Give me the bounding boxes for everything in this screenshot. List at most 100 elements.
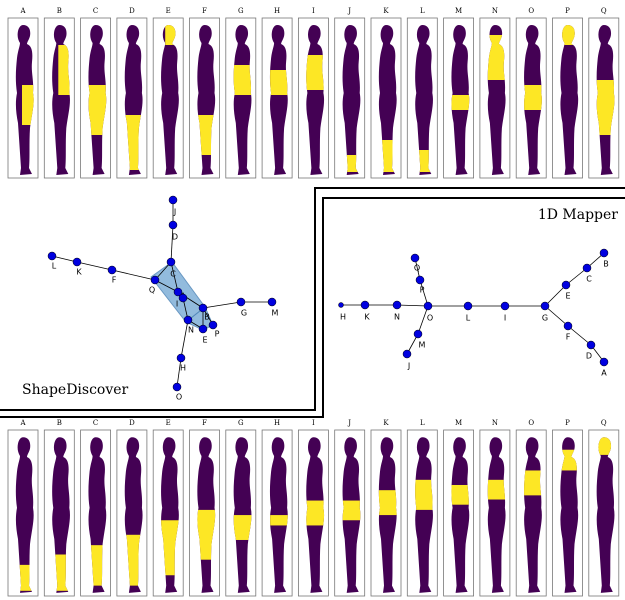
node-label: P: [215, 330, 220, 339]
edge: [565, 267, 588, 286]
edge: [396, 304, 429, 307]
panel-title: ShapeDiscover: [22, 382, 129, 398]
edge: [111, 269, 156, 281]
panel-label: E: [166, 419, 171, 427]
node: [561, 280, 571, 290]
panel-label: J: [347, 7, 351, 15]
highlight: [161, 520, 179, 576]
highlight: [524, 470, 542, 496]
node-label: I: [176, 300, 178, 309]
silhouette: [161, 437, 179, 593]
highlight: [596, 437, 615, 455]
node-label: M: [419, 341, 426, 350]
edge: [544, 305, 569, 327]
highlight: [415, 479, 433, 510]
node-label: B: [603, 260, 609, 269]
edge: [170, 224, 174, 263]
silhouette: [124, 437, 143, 593]
frame-line: [0, 187, 625, 411]
panel-label: P: [565, 419, 570, 427]
panel-label: M: [455, 419, 462, 427]
silhouette: [306, 437, 325, 593]
silhouette: [124, 25, 143, 175]
node: [178, 293, 188, 303]
node: [410, 253, 420, 263]
highlight: [233, 515, 252, 540]
node: [47, 251, 57, 261]
node-label: M: [272, 309, 279, 318]
highlight: [306, 55, 325, 90]
panel-label: H: [274, 7, 280, 15]
node: [402, 349, 412, 359]
node: [168, 220, 178, 230]
node-label: C: [170, 270, 176, 279]
highlight: [88, 85, 107, 135]
silhouette: [596, 25, 615, 175]
node: [392, 300, 402, 310]
node-label: F: [566, 333, 571, 342]
node-label: K: [76, 268, 82, 277]
body: [415, 25, 433, 175]
silhouette: [524, 25, 542, 175]
node: [415, 275, 425, 285]
node-label: G: [241, 309, 247, 318]
edge: [202, 301, 242, 309]
node: [360, 300, 370, 310]
highlight: [524, 85, 542, 110]
panel-label: L: [420, 7, 425, 15]
node: [198, 303, 208, 313]
silhouette: [560, 25, 579, 175]
panel-label: Q: [601, 419, 607, 427]
silhouette: [197, 25, 216, 175]
node: [72, 257, 82, 267]
edge: [180, 319, 189, 359]
body: [342, 25, 361, 175]
node: [172, 382, 182, 392]
node: [168, 195, 178, 205]
node: [599, 248, 609, 258]
highlight: [451, 484, 470, 505]
edge: [51, 255, 78, 263]
body: [451, 437, 470, 593]
body: [560, 25, 579, 175]
edge: [76, 261, 113, 271]
node: [107, 265, 117, 275]
highlight: [487, 35, 506, 80]
highlight: [124, 534, 143, 586]
node-label: C: [586, 275, 592, 284]
highlight: [378, 490, 397, 516]
edge: [417, 305, 429, 335]
node: [173, 287, 183, 297]
body: [487, 437, 506, 593]
node-label: E: [565, 292, 570, 301]
node: [176, 353, 186, 363]
edge: [154, 279, 179, 293]
highlight: [270, 515, 288, 526]
body: [52, 437, 70, 593]
panel-label: A: [19, 419, 26, 427]
silhouette: [524, 437, 542, 593]
node-label: E: [202, 336, 207, 345]
edge: [419, 279, 429, 307]
node: [500, 301, 510, 311]
silhouette: [451, 437, 470, 593]
node: [267, 297, 277, 307]
node-label: J: [407, 362, 410, 371]
panel-label: C: [93, 7, 98, 15]
node: [540, 301, 550, 311]
node-label: L: [52, 262, 57, 271]
node-label: N: [394, 313, 400, 322]
highlight: [197, 115, 216, 155]
silhouette: [487, 437, 506, 593]
node-label: G: [542, 314, 548, 323]
silhouette: [88, 25, 107, 175]
body: [378, 25, 397, 175]
panel-label: E: [166, 7, 171, 15]
node-label: Q: [149, 286, 155, 295]
panel-label: O: [528, 419, 534, 427]
node-label: B: [204, 313, 210, 322]
panel-label: A: [19, 7, 26, 15]
silhouette: [52, 25, 70, 175]
node-label: O: [427, 314, 433, 323]
body: [233, 25, 252, 175]
